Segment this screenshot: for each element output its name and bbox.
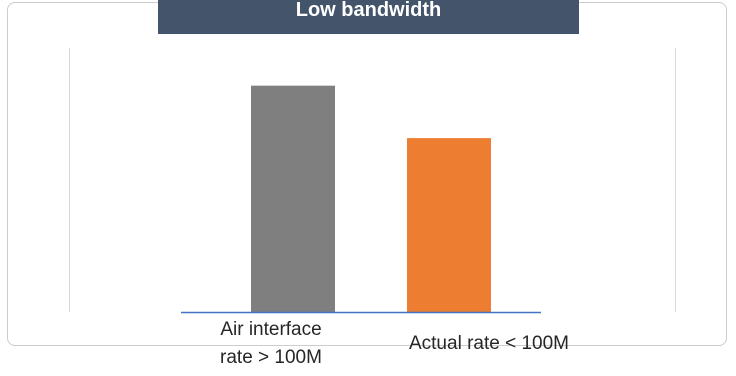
bar-actual-rate — [407, 138, 491, 312]
chart-card — [7, 2, 727, 346]
x-tick-label-line: rate > 100M — [220, 347, 322, 368]
x-tick-label-air-interface: Air interface rate > 100M — [196, 316, 346, 372]
x-tick-label-actual-rate: Actual rate < 100M — [374, 330, 604, 358]
chart-title: Low bandwidth — [158, 0, 579, 34]
bars-group — [251, 85, 491, 313]
x-tick-label-line: Actual rate < 100M — [408, 333, 569, 354]
bar-air-interface-rate — [251, 85, 335, 313]
right-divider — [675, 48, 676, 312]
left-divider — [69, 48, 70, 312]
x-tick-label-line: Air interface — [220, 319, 322, 340]
chart-title-text: Low bandwidth — [295, 0, 442, 21]
